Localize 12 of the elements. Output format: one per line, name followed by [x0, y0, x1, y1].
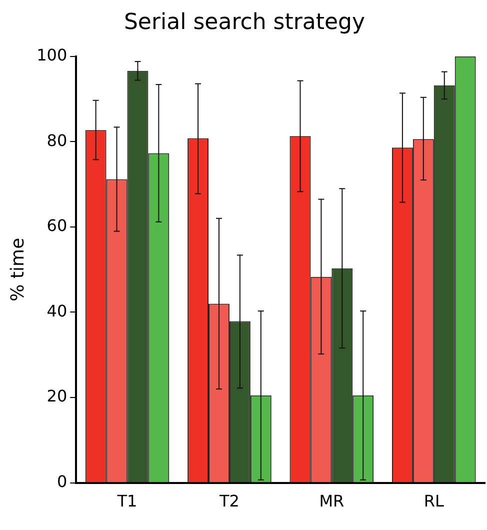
y-tick-label: 80: [46, 130, 68, 150]
y-tick-label: 20: [46, 386, 68, 406]
y-axis-title: % time: [7, 238, 28, 302]
y-tick-label: 40: [46, 301, 68, 320]
y-tick-label: 0: [56, 472, 68, 491]
x-tick-label: T2: [218, 492, 240, 511]
x-tick-label: MR: [319, 492, 344, 511]
x-tick-label: RL: [424, 492, 444, 511]
chart-title: Serial search strategy: [124, 10, 366, 35]
y-tick-label: 100: [36, 46, 68, 65]
y-tick-label: 60: [46, 216, 68, 236]
x-tick-label: T1: [116, 492, 138, 511]
